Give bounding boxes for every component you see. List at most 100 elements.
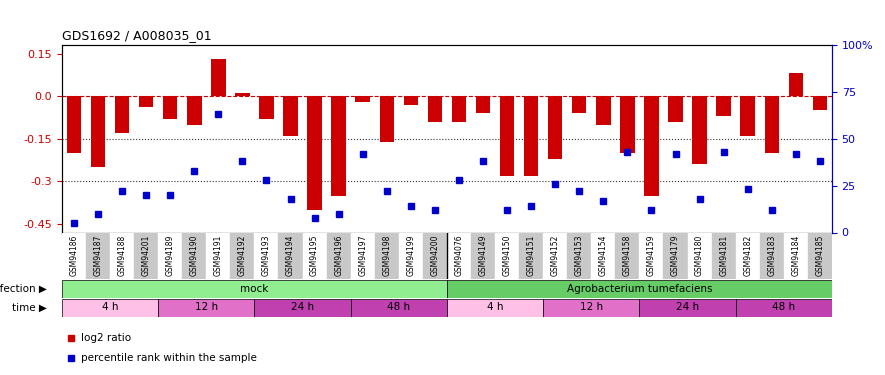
- Text: GSM94188: GSM94188: [118, 235, 127, 276]
- Bar: [230, 232, 255, 279]
- Text: GSM94159: GSM94159: [647, 235, 656, 276]
- Bar: [279, 232, 303, 279]
- Bar: [235, 93, 250, 96]
- Bar: [765, 96, 779, 153]
- Text: GSM94182: GSM94182: [743, 235, 752, 276]
- Bar: [404, 96, 418, 105]
- Bar: [115, 96, 129, 133]
- Bar: [639, 232, 664, 279]
- Text: GSM94192: GSM94192: [238, 235, 247, 276]
- Text: GSM94201: GSM94201: [142, 235, 150, 276]
- Text: GSM94193: GSM94193: [262, 235, 271, 276]
- Bar: [206, 232, 230, 279]
- Bar: [447, 232, 471, 279]
- Bar: [591, 232, 615, 279]
- Bar: [399, 232, 423, 279]
- Bar: [86, 232, 110, 279]
- Bar: [716, 96, 731, 116]
- Text: Agrobacterium tumefaciens: Agrobacterium tumefaciens: [566, 284, 712, 294]
- Bar: [212, 59, 226, 96]
- Text: GSM94197: GSM94197: [358, 235, 367, 276]
- Text: GSM94194: GSM94194: [286, 235, 295, 276]
- Text: GSM94181: GSM94181: [720, 235, 728, 276]
- Bar: [812, 96, 827, 110]
- Bar: [283, 96, 297, 136]
- Bar: [620, 96, 635, 153]
- Bar: [451, 96, 466, 122]
- Bar: [139, 96, 153, 108]
- Text: GSM94200: GSM94200: [430, 235, 439, 276]
- Bar: [735, 298, 832, 316]
- Bar: [158, 232, 182, 279]
- Text: 12 h: 12 h: [195, 303, 218, 312]
- Bar: [62, 232, 86, 279]
- Bar: [356, 96, 370, 102]
- Bar: [447, 280, 832, 298]
- Bar: [808, 232, 832, 279]
- Bar: [374, 232, 399, 279]
- Bar: [664, 232, 688, 279]
- Bar: [62, 280, 447, 298]
- Bar: [735, 232, 759, 279]
- Text: time ▶: time ▶: [12, 303, 47, 312]
- Bar: [668, 96, 682, 122]
- Text: 4 h: 4 h: [487, 303, 504, 312]
- Bar: [158, 298, 255, 316]
- Text: percentile rank within the sample: percentile rank within the sample: [81, 353, 257, 363]
- Bar: [688, 232, 712, 279]
- Bar: [639, 298, 735, 316]
- Bar: [543, 232, 567, 279]
- Text: GSM94180: GSM94180: [695, 235, 704, 276]
- Text: GDS1692 / A008035_01: GDS1692 / A008035_01: [62, 30, 212, 42]
- Bar: [350, 298, 447, 316]
- Bar: [741, 96, 755, 136]
- Bar: [644, 96, 658, 196]
- Bar: [327, 232, 350, 279]
- Text: 24 h: 24 h: [291, 303, 314, 312]
- Text: GSM94187: GSM94187: [94, 235, 103, 276]
- Bar: [543, 298, 639, 316]
- Bar: [548, 96, 563, 159]
- Bar: [350, 232, 374, 279]
- Text: log2 ratio: log2 ratio: [81, 333, 131, 343]
- Bar: [255, 232, 279, 279]
- Text: GSM94149: GSM94149: [479, 235, 488, 276]
- Text: 4 h: 4 h: [102, 303, 119, 312]
- Bar: [784, 232, 808, 279]
- Text: GSM94151: GSM94151: [527, 235, 535, 276]
- Text: GSM94076: GSM94076: [455, 235, 464, 276]
- Text: 24 h: 24 h: [676, 303, 699, 312]
- Text: 48 h: 48 h: [388, 303, 411, 312]
- Text: GSM94198: GSM94198: [382, 235, 391, 276]
- Text: GSM94191: GSM94191: [214, 235, 223, 276]
- Text: GSM94190: GSM94190: [189, 235, 199, 276]
- Bar: [615, 232, 639, 279]
- Bar: [163, 96, 177, 119]
- Bar: [692, 96, 707, 164]
- Text: GSM94150: GSM94150: [503, 235, 512, 276]
- Bar: [259, 96, 273, 119]
- Bar: [303, 232, 327, 279]
- Text: GSM94189: GSM94189: [165, 235, 174, 276]
- Bar: [759, 232, 784, 279]
- Bar: [572, 96, 587, 113]
- Bar: [91, 96, 105, 167]
- Bar: [66, 96, 81, 153]
- Bar: [307, 96, 322, 210]
- Text: GSM94184: GSM94184: [791, 235, 800, 276]
- Text: GSM94195: GSM94195: [310, 235, 319, 276]
- Text: GSM94154: GSM94154: [599, 235, 608, 276]
- Bar: [135, 232, 158, 279]
- Text: GSM94199: GSM94199: [406, 235, 415, 276]
- Text: GSM94183: GSM94183: [767, 235, 776, 276]
- Bar: [427, 96, 442, 122]
- Bar: [423, 232, 447, 279]
- Bar: [519, 232, 543, 279]
- Bar: [712, 232, 735, 279]
- Text: infection ▶: infection ▶: [0, 284, 47, 294]
- Bar: [495, 232, 519, 279]
- Bar: [255, 298, 350, 316]
- Text: 48 h: 48 h: [773, 303, 796, 312]
- Bar: [524, 96, 538, 176]
- Bar: [187, 96, 202, 124]
